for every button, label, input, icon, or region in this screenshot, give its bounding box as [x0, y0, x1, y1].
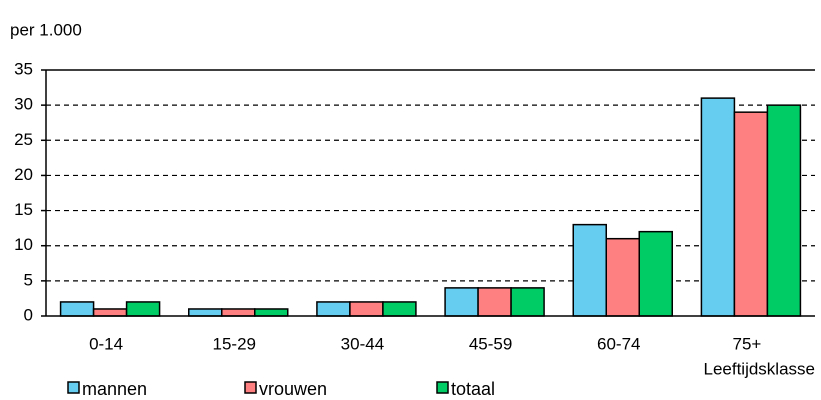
y-tick-label: 15 — [14, 200, 33, 219]
bar — [59, 301, 95, 317]
bar — [382, 301, 417, 317]
legend-swatch — [244, 381, 257, 394]
legend-swatch — [436, 381, 449, 394]
x-tick-label: 0-14 — [89, 334, 123, 353]
y-tick-label: 5 — [24, 270, 33, 289]
bar — [605, 237, 640, 317]
bar — [221, 308, 256, 317]
bar — [349, 301, 384, 317]
y-tick-label: 25 — [14, 130, 33, 149]
bar — [510, 287, 545, 317]
y-tick-label: 10 — [14, 235, 33, 254]
legend-label: vrouwen — [259, 379, 327, 399]
x-tick-label: 15-29 — [213, 334, 256, 353]
y-tick-label: 30 — [14, 95, 33, 114]
y-tick-label: 20 — [14, 165, 33, 184]
legend-label: totaal — [451, 379, 495, 399]
x-tick-label: 45-59 — [469, 334, 512, 353]
x-tick-label: 75+ — [732, 334, 761, 353]
x-tick-label: 30-44 — [341, 334, 384, 353]
bar — [572, 223, 607, 317]
x-axis-label: Leeftijdsklasse — [703, 359, 815, 378]
y-tick-label: 0 — [24, 305, 33, 324]
bar — [92, 308, 128, 317]
bar — [733, 111, 769, 317]
bar — [444, 287, 479, 317]
chart-title: per 1.000 — [10, 20, 82, 39]
legend-swatch — [67, 381, 80, 394]
legend-label: mannen — [82, 379, 147, 399]
bar — [316, 301, 351, 317]
bar — [700, 97, 736, 317]
bar — [188, 308, 223, 317]
bar — [125, 301, 161, 317]
bar — [254, 308, 289, 317]
x-tick-label: 60-74 — [597, 334, 640, 353]
y-tick-label: 35 — [14, 59, 33, 78]
bar — [638, 230, 673, 317]
bar — [766, 104, 802, 317]
bar — [477, 287, 512, 317]
